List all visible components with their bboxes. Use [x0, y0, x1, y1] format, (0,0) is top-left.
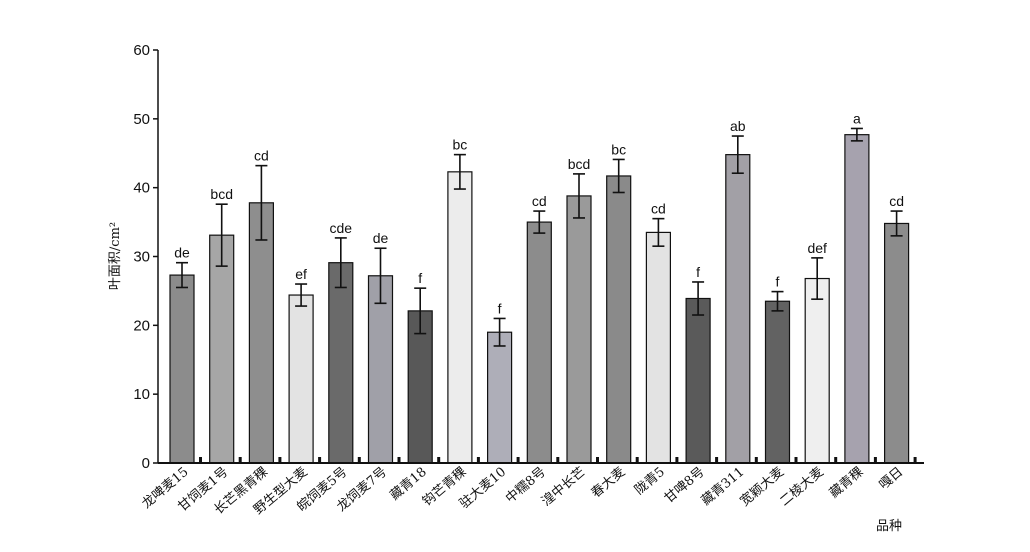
significance-letter-9: cd	[532, 193, 547, 209]
y-tick-label-1: 10	[133, 386, 150, 403]
significance-letter-0: de	[174, 245, 190, 261]
bar-18	[883, 222, 910, 464]
bar-5	[367, 275, 394, 464]
error-bar-0	[176, 261, 188, 289]
significance-letter-12: cd	[651, 201, 666, 217]
bar-9	[526, 221, 552, 464]
bars-group	[169, 134, 910, 464]
x-tick-mark-11	[635, 457, 639, 463]
error-bar-10	[573, 173, 585, 219]
x-tick-mark-2	[278, 457, 282, 463]
category-labels-group: 龙啤麦15甘饲麦1号长芒黑青稞野生型大麦皖饲麦5号龙饲麦7号藏青18钩芒青稞驻大…	[139, 464, 906, 518]
bar-11	[606, 175, 632, 464]
category-label-18: 嘎日	[877, 465, 907, 493]
significance-letter-17: a	[853, 110, 861, 126]
error-bar-11	[612, 158, 625, 194]
significance-letter-2: cd	[254, 148, 269, 164]
bar-14	[725, 154, 751, 464]
bar-8	[487, 331, 513, 464]
error-bar-16	[811, 257, 824, 300]
x-tick-mark-5	[397, 457, 401, 463]
significance-letter-16: def	[807, 240, 827, 256]
significance-letter-1: bcd	[210, 186, 233, 202]
x-tick-mark-17	[873, 457, 877, 463]
x-tick-mark-6	[437, 457, 441, 463]
bar-17	[844, 134, 870, 464]
error-bar-3	[295, 283, 308, 307]
bar-7	[447, 171, 473, 464]
error-bar-12	[652, 217, 665, 247]
y-axis-title: 叶面积/cm²	[108, 222, 123, 290]
error-bar-7	[453, 153, 466, 190]
y-tick-label-4: 40	[133, 180, 150, 197]
error-bar-8	[493, 317, 506, 347]
significance-letter-11: bc	[611, 141, 626, 157]
error-bar-14	[731, 135, 744, 175]
y-tick-label-0: 0	[142, 455, 150, 472]
significance-letter-4: cde	[330, 220, 353, 236]
x-tick-mark-1	[238, 457, 242, 463]
error-bars-group	[176, 127, 903, 347]
significance-letter-7: bc	[453, 137, 468, 153]
error-bar-15	[771, 290, 784, 312]
bar-4	[328, 262, 354, 464]
bar-10	[566, 195, 592, 464]
x-tick-mark-10	[596, 457, 599, 463]
x-tick-mark-18	[913, 457, 917, 463]
y-tick-label-3: 30	[133, 249, 150, 266]
y-tick-label-2: 20	[133, 317, 150, 334]
significance-letter-14: ab	[730, 118, 746, 134]
significance-letter-3: ef	[295, 266, 307, 282]
y-ticks-group: 0 10 20 30 40 50 60	[133, 42, 158, 472]
x-axis-title: 品种	[876, 519, 902, 534]
significance-letter-13: f	[696, 264, 700, 280]
bar-1	[209, 234, 235, 464]
bar-12	[645, 231, 672, 464]
significance-letter-6: f	[418, 270, 422, 286]
x-tick-mark-8	[516, 457, 520, 463]
x-tick-mark-12	[675, 457, 679, 463]
significance-letter-15: f	[776, 274, 780, 290]
bar-0	[169, 274, 195, 464]
significance-letter-18: cd	[889, 193, 904, 209]
category-label-16: 二棱大麦	[777, 464, 827, 510]
error-bar-5	[374, 247, 387, 305]
error-bar-6	[414, 287, 427, 335]
x-tick-mark-0	[199, 457, 202, 463]
error-bar-4	[334, 237, 347, 289]
bar-2	[248, 202, 274, 464]
error-bar-13	[692, 281, 705, 316]
category-label-17: 藏青稞	[827, 465, 867, 502]
category-label-10: 湟中长芒	[538, 464, 588, 510]
significance-letter-8: f	[498, 300, 502, 316]
x-tick-mark-7	[476, 457, 480, 463]
category-label-15: 宽颖大麦	[737, 464, 787, 510]
significance-letter-5: de	[373, 230, 389, 246]
bar-3	[288, 294, 314, 464]
error-bar-1	[215, 203, 228, 267]
bar-15	[764, 300, 791, 464]
bar-16	[804, 277, 830, 464]
significance-letter-10: bcd	[568, 156, 591, 172]
error-bar-17	[850, 127, 863, 142]
y-tick-label-6: 60	[133, 42, 150, 59]
y-tick-label-5: 50	[133, 111, 150, 128]
error-bar-9	[533, 210, 546, 234]
x-tick-mark-14	[754, 457, 758, 463]
x-tick-mark-9	[556, 457, 560, 463]
bar-6	[407, 310, 433, 464]
category-label-11: 春大麦	[589, 465, 629, 502]
x-tick-mark-13	[715, 457, 719, 463]
x-tick-mark-3	[318, 457, 322, 463]
x-tick-mark-16	[834, 457, 838, 463]
error-bar-2	[255, 164, 268, 241]
bar-13	[685, 297, 711, 464]
x-tick-mark-4	[357, 457, 361, 463]
error-bar-18	[890, 210, 903, 237]
x-tick-mark-15	[794, 457, 798, 463]
